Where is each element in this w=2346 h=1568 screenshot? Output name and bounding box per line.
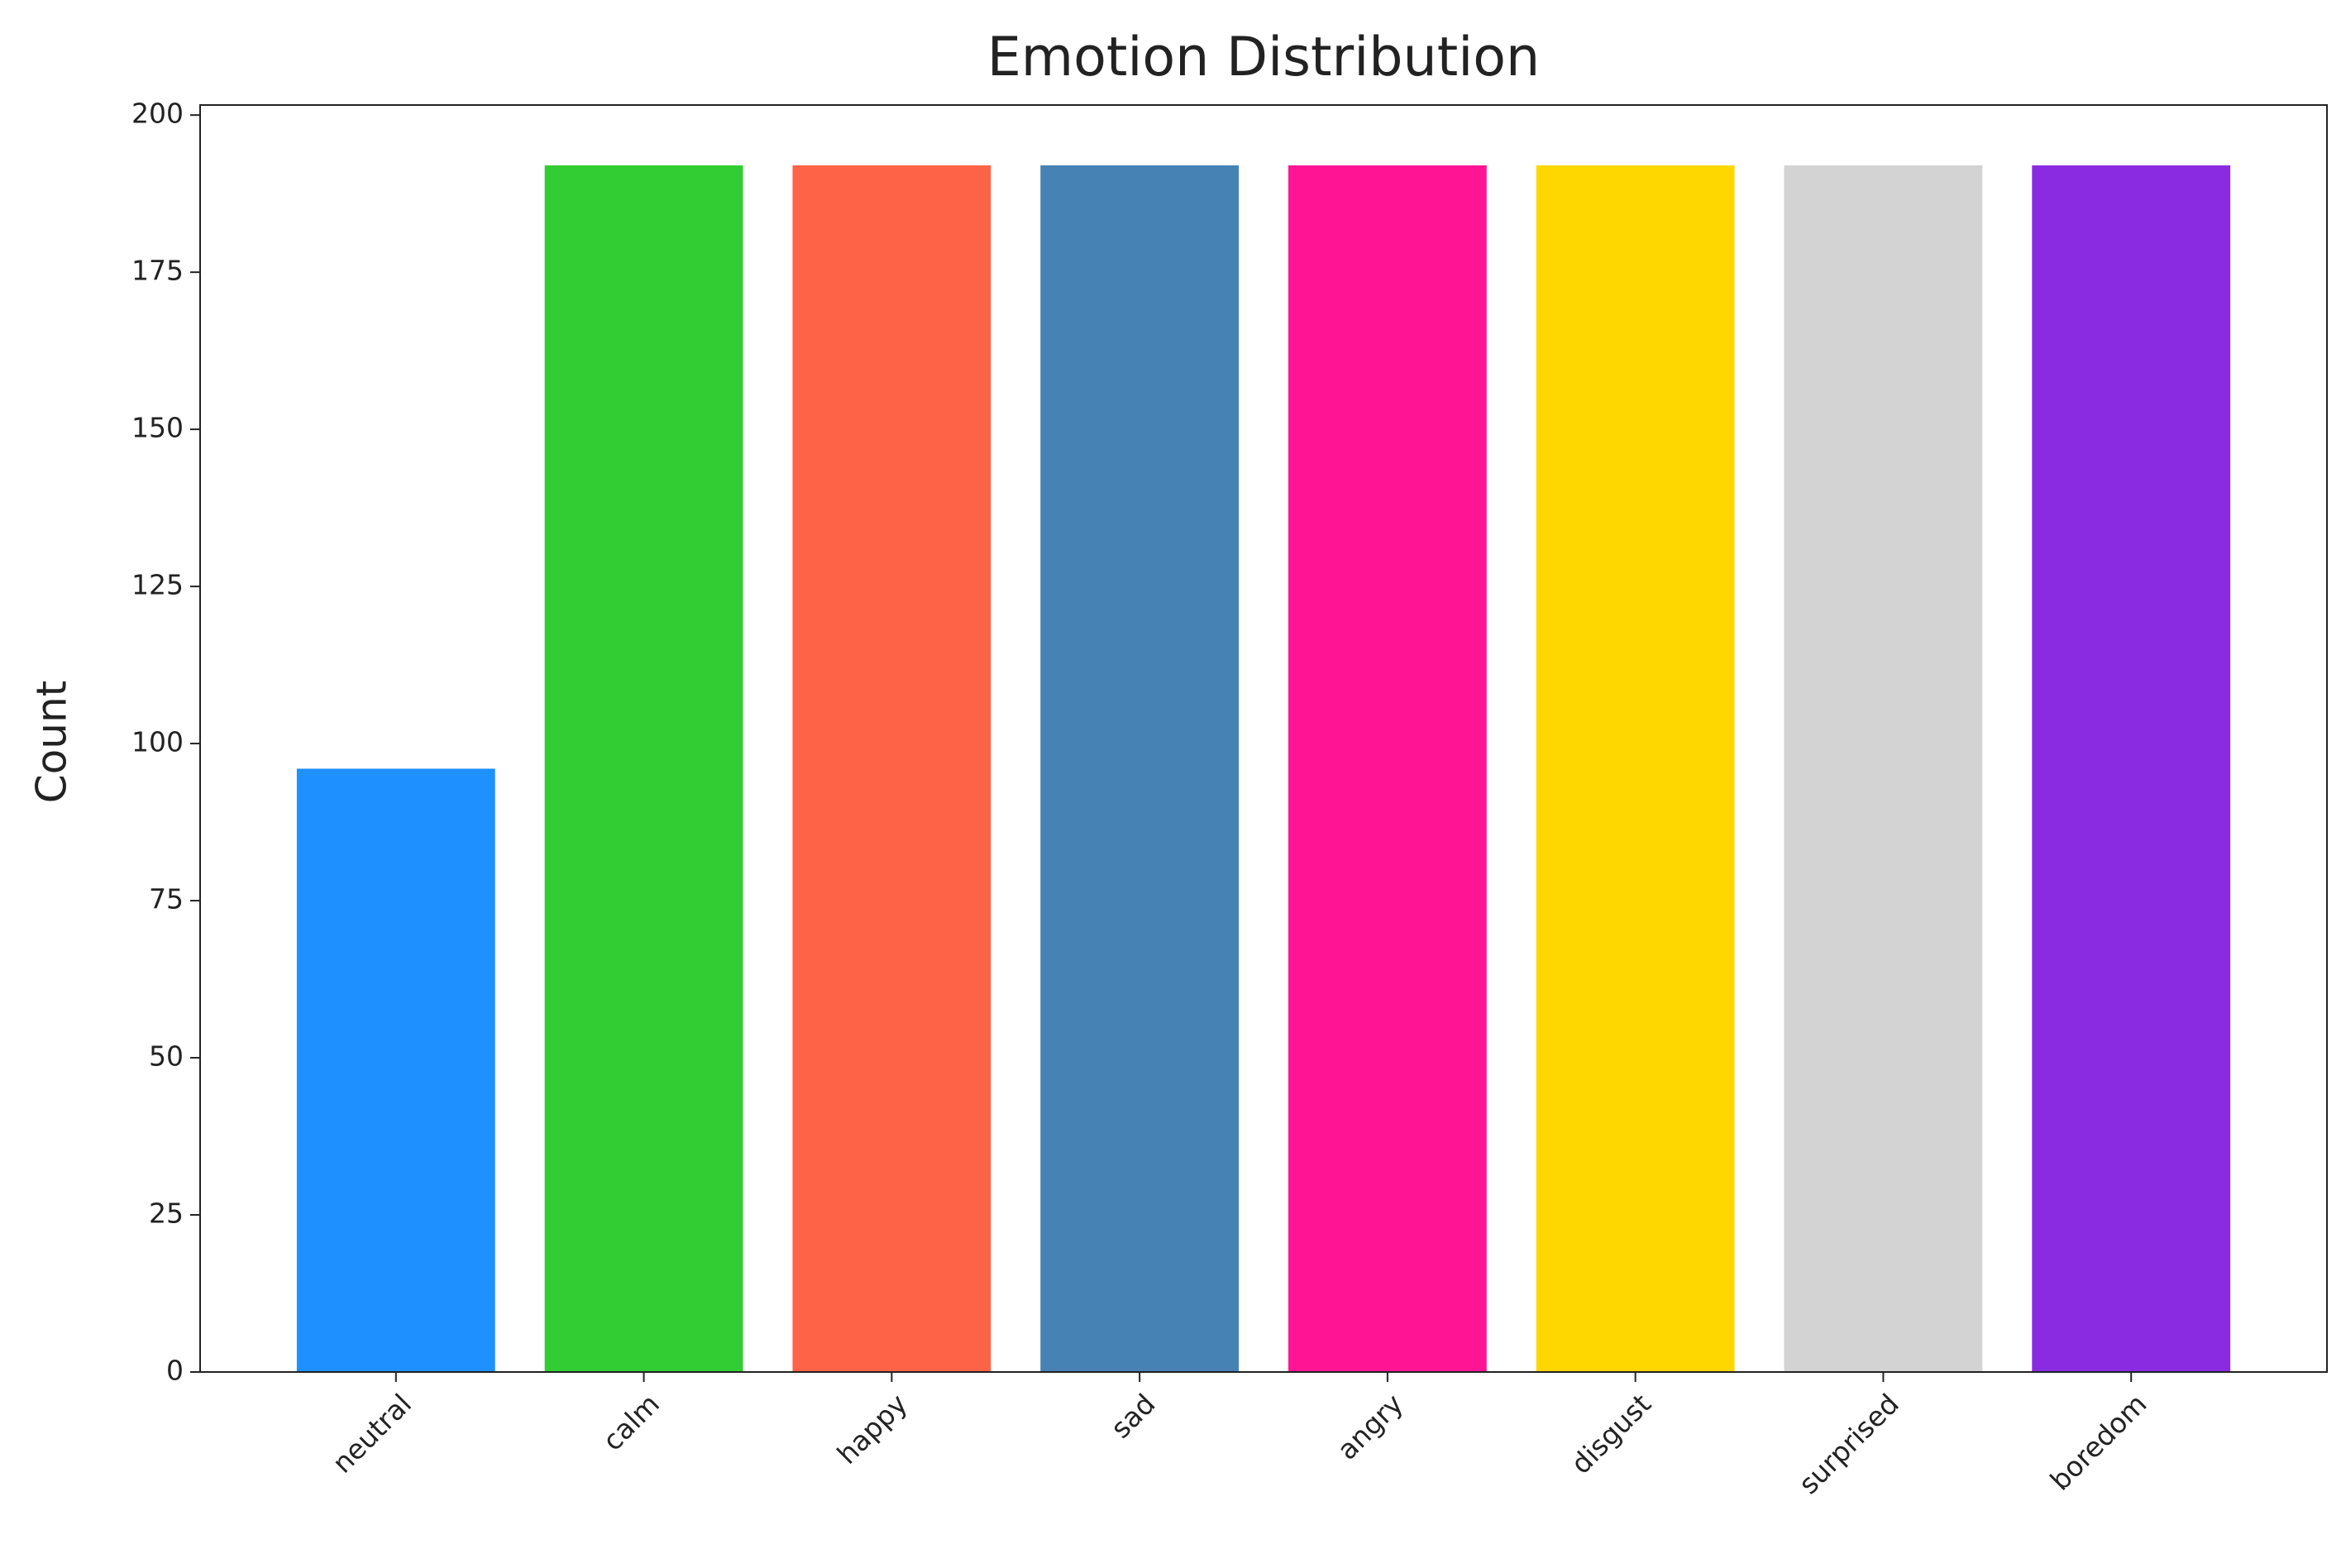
y-tick-label: 0 xyxy=(166,1355,184,1387)
bar xyxy=(1536,165,1735,1372)
y-tick-label: 175 xyxy=(131,255,184,287)
bar xyxy=(544,165,743,1372)
bar xyxy=(2032,165,2231,1372)
y-axis-label: Count xyxy=(28,681,76,804)
y-tick-label: 150 xyxy=(131,412,184,444)
plot-frame xyxy=(199,104,2328,1373)
bar xyxy=(1040,165,1240,1372)
bar xyxy=(1288,165,1487,1372)
chart-title: Emotion Distribution xyxy=(987,26,1541,88)
y-tick-label: 100 xyxy=(131,726,184,758)
y-tick-label: 25 xyxy=(149,1198,184,1230)
bar xyxy=(1784,165,1983,1372)
bar xyxy=(792,165,991,1372)
y-tick-label: 125 xyxy=(131,569,184,601)
y-tick-label: 50 xyxy=(149,1040,184,1073)
y-tick-label: 75 xyxy=(149,883,184,915)
y-tick-label: 200 xyxy=(131,98,184,130)
bar xyxy=(296,768,495,1372)
